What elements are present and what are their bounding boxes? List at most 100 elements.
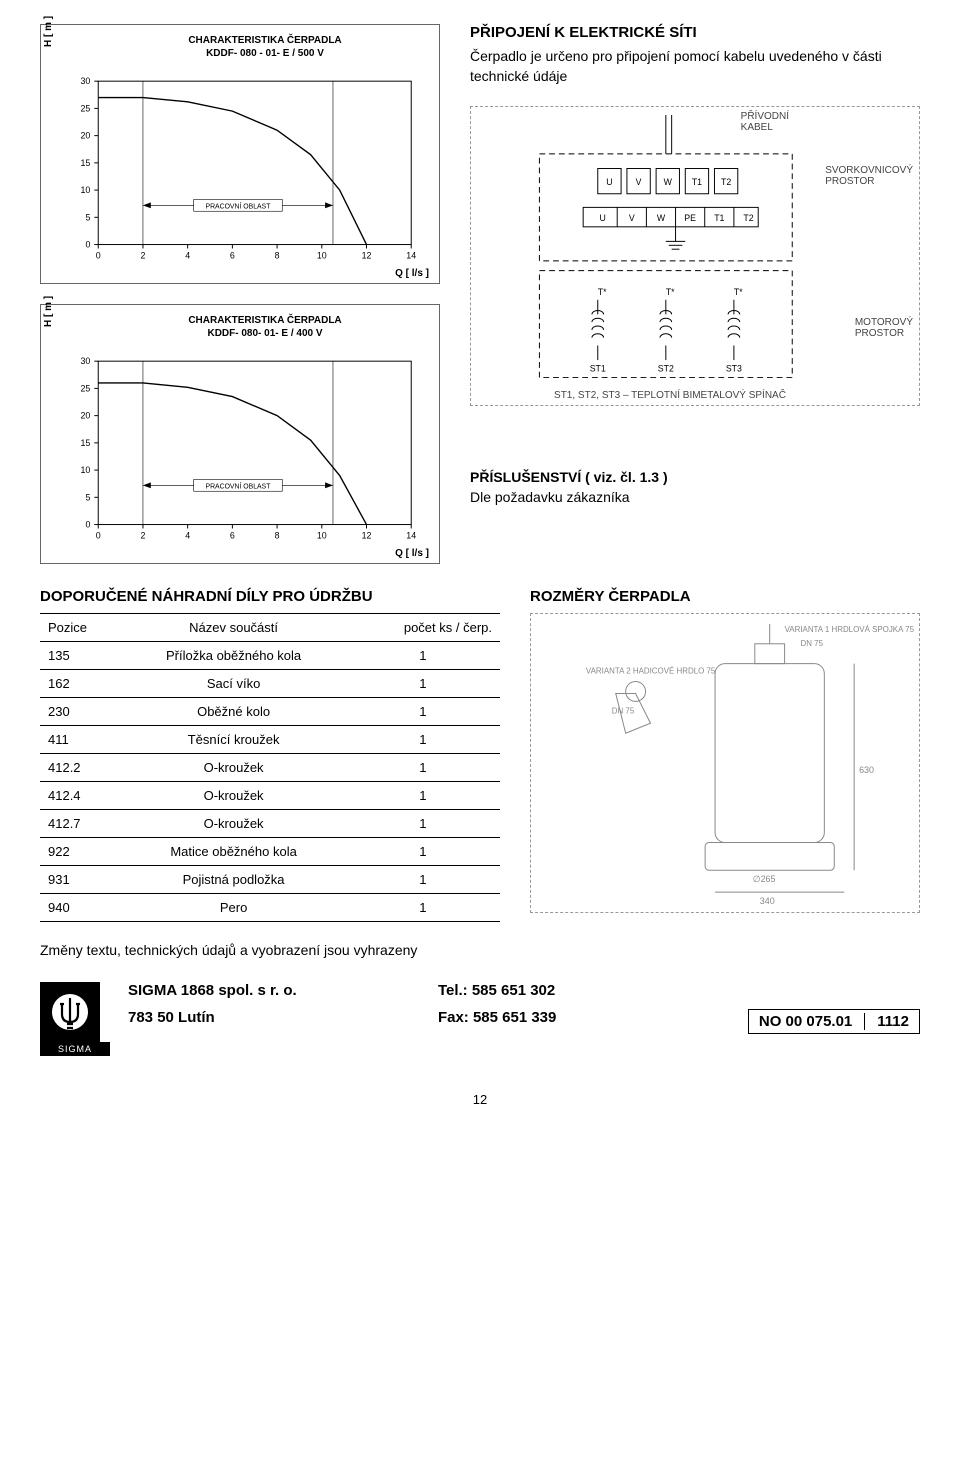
svg-text:V: V: [636, 177, 642, 187]
svg-text:PE: PE: [684, 213, 696, 223]
svg-text:W: W: [664, 177, 673, 187]
svg-text:4: 4: [185, 250, 190, 260]
footer: SIGMA SIGMA 1868 spol. s r. o. Tel.: 585…: [40, 982, 920, 1056]
chart2-svg: 05101520253002468101214PRACOVNÍ OBLAST: [51, 315, 425, 553]
footer-tel: Tel.: 585 651 302: [438, 982, 708, 999]
chart1-svg: 0 5 10 15 20 25 30 0 2 4 6 8 10 12 14 PRACOVNÍ OBLAST: [51, 35, 425, 273]
svg-text:14: 14: [406, 530, 416, 540]
svg-text:DN 75: DN 75: [612, 706, 635, 715]
table-row: 411Těsnící kroužek1: [40, 726, 500, 754]
svg-text:12: 12: [362, 250, 372, 260]
svg-text:2: 2: [140, 250, 145, 260]
svg-text:5: 5: [85, 212, 90, 222]
footer-fax: Fax: 585 651 339: [438, 1009, 708, 1026]
chart2-ylabel: H [ m ]: [43, 296, 54, 327]
svg-text:T2: T2: [743, 213, 753, 223]
svg-text:U: U: [606, 177, 612, 187]
svg-text:6: 6: [230, 530, 235, 540]
table-row: 931Pojistná podložka1: [40, 866, 500, 894]
svg-text:30: 30: [81, 356, 91, 366]
chart-2: H [ m ] CHARAKTERISTIKA ČERPADLA KDDF- 0…: [40, 304, 440, 564]
svg-text:PRACOVNÍ OBLAST: PRACOVNÍ OBLAST: [205, 201, 271, 210]
trident-icon: [50, 992, 90, 1032]
chart1-ylabel: H [ m ]: [43, 16, 54, 47]
svg-text:T1: T1: [692, 177, 702, 187]
chart2-title-2: KDDF- 080- 01- E / 400 V: [101, 328, 429, 341]
svg-text:T*: T*: [734, 287, 743, 297]
logo-band: SIGMA: [40, 1042, 110, 1056]
svg-text:10: 10: [317, 250, 327, 260]
table-row: 940Pero1: [40, 894, 500, 922]
table-row: 412.4O-kroužek1: [40, 782, 500, 810]
svg-text:12: 12: [362, 530, 372, 540]
svg-text:5: 5: [85, 492, 90, 502]
svg-text:T*: T*: [666, 287, 675, 297]
svg-text:20: 20: [81, 131, 91, 141]
footer-company: SIGMA 1868 spol. s r. o.: [128, 982, 398, 999]
wiring-label-cable: PŘÍVODNÍKABEL: [741, 111, 789, 133]
parts-col: Název součástí: [122, 614, 346, 642]
parts-table: PoziceNázev součástípočet ks / čerp. 135…: [40, 613, 500, 922]
svg-text:8: 8: [275, 250, 280, 260]
svg-text:0: 0: [85, 239, 90, 249]
table-row: 412.2O-kroužek1: [40, 754, 500, 782]
wiring-label-motorbox: MOTOROVÝPROSTOR: [855, 317, 913, 339]
table-row: 135Příložka oběžného kola1: [40, 642, 500, 670]
wiring-diagram: U V W T1 T2 U V W PE T1 T2 T* ST1 T* ST2 T* ST3 PŘÍVOD…: [470, 106, 920, 406]
chart1-title-2: KDDF- 080 - 01- E / 500 V: [101, 48, 429, 61]
chart2-title-1: CHARAKTERISTIKA ČERPADLA: [101, 315, 429, 328]
pump-drawing: VARIANTA 1 HRDLOVÁ SPOJKA 75 VARIANTA 2 …: [530, 613, 920, 913]
footer-address: 783 50 Lutín: [128, 1009, 398, 1026]
change-note: Změny textu, technických údajů a vyobraz…: [40, 942, 920, 958]
chart-1: H [ m ] CHARAKTERISTIKA ČERPADLA KDDF- 0…: [40, 24, 440, 284]
chart1-xlabel: Q [ l/s ]: [395, 268, 429, 279]
svg-text:10: 10: [81, 185, 91, 195]
svg-text:T2: T2: [721, 177, 731, 187]
svg-text:0: 0: [85, 520, 90, 530]
accessories-block: PŘÍSLUŠENSTVÍ ( viz. čl. 1.3 ) Dle požad…: [470, 468, 920, 507]
svg-text:ST2: ST2: [658, 364, 674, 374]
svg-text:0: 0: [96, 250, 101, 260]
doc-no: NO 00 075.01: [759, 1013, 852, 1030]
wiring-caption: ST1, ST2, ST3 – TEPLOTNÍ BIMETALOVÝ SPÍN…: [511, 390, 829, 401]
svg-text:25: 25: [81, 103, 91, 113]
wiring-label-terminalbox: SVORKOVNICOVÝPROSTOR: [825, 165, 913, 187]
svg-text:W: W: [657, 213, 666, 223]
accessories-line: Dle požadavku zákazníka: [470, 489, 630, 505]
svg-text:340: 340: [760, 896, 775, 906]
table-row: 230Oběžné kolo1: [40, 698, 500, 726]
doc-ref: NO 00 075.01 1112: [748, 1009, 920, 1034]
svg-text:DN 75: DN 75: [800, 639, 823, 648]
dims-title: ROZMĚRY ČERPADLA: [530, 588, 920, 605]
svg-text:ST1: ST1: [590, 364, 606, 374]
svg-text:30: 30: [81, 76, 91, 86]
svg-text:25: 25: [81, 383, 91, 393]
table-row: 412.7O-kroužek1: [40, 810, 500, 838]
elec-section-title: PŘIPOJENÍ K ELEKTRICKÉ SÍTI: [470, 24, 920, 41]
svg-text:15: 15: [81, 158, 91, 168]
svg-text:14: 14: [406, 250, 416, 260]
svg-text:8: 8: [275, 530, 280, 540]
svg-text:6: 6: [230, 250, 235, 260]
accessories-title: PŘÍSLUŠENSTVÍ ( viz. čl. 1.3 ): [470, 469, 668, 485]
svg-text:PRACOVNÍ OBLAST: PRACOVNÍ OBLAST: [205, 481, 271, 490]
svg-text:ST3: ST3: [726, 364, 742, 374]
parts-title: DOPORUČENÉ NÁHRADNÍ DÍLY PRO ÚDRŽBU: [40, 588, 500, 605]
svg-text:V: V: [629, 213, 635, 223]
chart2-xlabel: Q [ l/s ]: [395, 548, 429, 559]
svg-text:10: 10: [81, 465, 91, 475]
elec-section-desc: Čerpadlo je určeno pro připojení pomocí …: [470, 47, 920, 86]
svg-text:T1: T1: [714, 213, 724, 223]
sigma-logo: SIGMA: [40, 982, 110, 1056]
svg-text:15: 15: [81, 438, 91, 448]
page-number: 12: [40, 1092, 920, 1107]
svg-text:20: 20: [81, 411, 91, 421]
parts-col: Pozice: [40, 614, 122, 642]
svg-text:∅265: ∅265: [753, 874, 776, 884]
doc-rev: 1112: [864, 1013, 909, 1030]
svg-text:U: U: [599, 213, 605, 223]
svg-text:VARIANTA 1 HRDLOVÁ SPOJKA 75: VARIANTA 1 HRDLOVÁ SPOJKA 75: [785, 625, 915, 634]
svg-text:T*: T*: [598, 287, 607, 297]
table-row: 922Matice oběžného kola1: [40, 838, 500, 866]
parts-col: počet ks / čerp.: [346, 614, 500, 642]
